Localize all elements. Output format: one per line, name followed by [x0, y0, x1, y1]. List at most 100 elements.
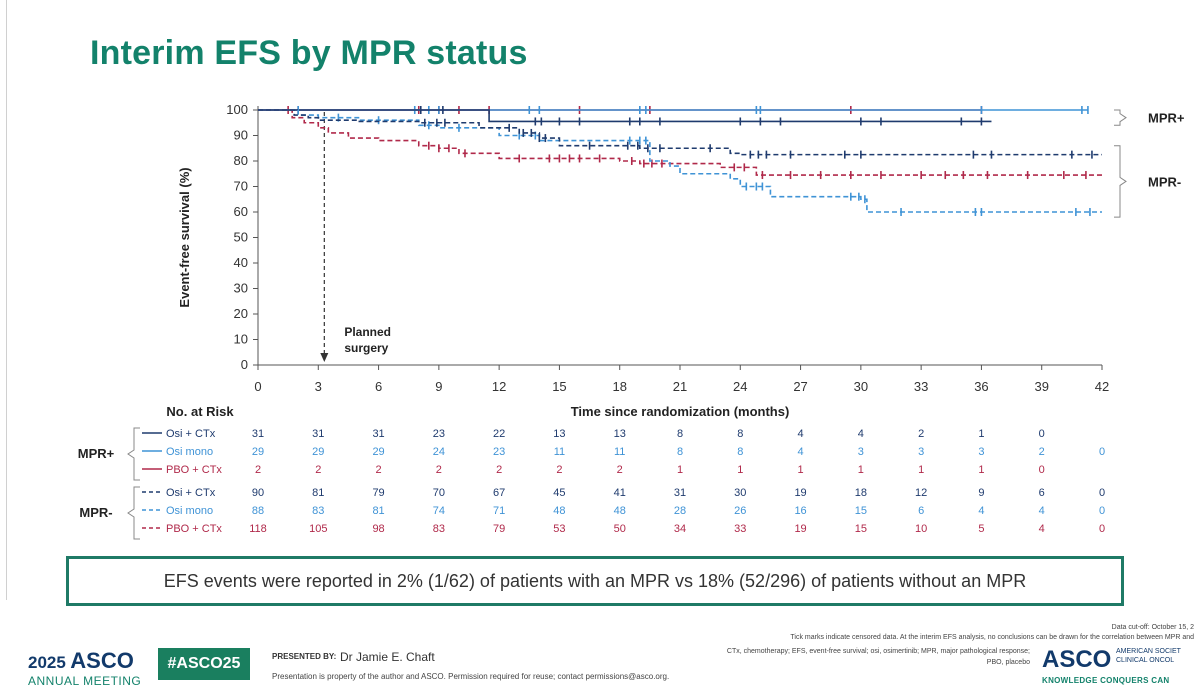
x-tick-label: 6	[375, 379, 382, 394]
risk-mpr-minus-brace	[127, 486, 140, 540]
risk-count: 98	[372, 523, 384, 535]
risk-mpr-plus-brace	[127, 427, 140, 481]
risk-count: 3	[858, 446, 864, 458]
x-tick-label: 9	[435, 379, 442, 394]
risk-count: 6	[918, 505, 924, 517]
risk-count: 9	[978, 487, 984, 499]
risk-count: 29	[312, 446, 324, 458]
mpr-minus-label: MPR-	[1148, 174, 1181, 189]
y-tick-label: 10	[234, 332, 248, 347]
risk-count: 15	[855, 523, 867, 535]
y-tick-label: 100	[226, 102, 248, 117]
asco-logo-subtitle: AMERICAN SOCIET CLINICAL ONCOL	[1116, 647, 1181, 665]
risk-count: 1	[978, 464, 984, 476]
annotation-line-1: Planned	[344, 325, 391, 339]
risk-count: 26	[734, 505, 746, 517]
risk-row: Osi mono 29 29 29 24 23 11 11 8 8 4 3 3 3 2 0	[142, 446, 1105, 458]
x-tick-label: 33	[914, 379, 928, 394]
tick-note: Tick marks indicate censored data. At th…	[790, 634, 1194, 641]
risk-count: 8	[737, 428, 743, 440]
y-tick-label: 20	[234, 306, 248, 321]
risk-count: 83	[433, 523, 445, 535]
risk-count: 15	[855, 505, 867, 517]
y-tick-label: 80	[234, 153, 248, 168]
hashtag-badge: #ASCO25	[158, 648, 250, 680]
risk-count: 23	[433, 428, 445, 440]
risk-count: 67	[493, 487, 505, 499]
planned-surgery-arrow	[320, 353, 329, 362]
risk-row: Osi + CTx 31 31 31 23 22 13 13 8 8 4 4 2 1 0	[142, 428, 1045, 440]
risk-count: 1	[677, 464, 683, 476]
risk-count: 1	[798, 464, 804, 476]
risk-count: 31	[674, 487, 686, 499]
risk-row: Osi + CTx 90 81 79 70 67 45 41 31 30 19 18 12 9 6 0	[142, 487, 1105, 499]
risk-count: 16	[794, 505, 806, 517]
x-tick-label: 21	[673, 379, 687, 394]
mpr-plus-label: MPR+	[1148, 111, 1185, 126]
risk-count: 79	[372, 487, 384, 499]
risk-count: 1	[978, 428, 984, 440]
risk-count: 0	[1099, 446, 1105, 458]
risk-count: 88	[252, 505, 264, 517]
risk-count: 83	[312, 505, 324, 517]
risk-count: 22	[493, 428, 505, 440]
risk-count: 45	[553, 487, 565, 499]
x-tick-label: 15	[552, 379, 566, 394]
risk-row: Osi mono 88 83 81 74 71 48 48 28 26 16 15 6 4 4 0	[142, 505, 1105, 517]
risk-count: 8	[677, 446, 683, 458]
x-tick-label: 24	[733, 379, 747, 394]
presented-by-label: PRESENTED BY:	[272, 652, 337, 661]
y-tick-label: 70	[234, 179, 248, 194]
y-tick-label: 0	[241, 357, 248, 372]
x-tick-label: 27	[793, 379, 807, 394]
km-curve-MPRminus-osi-mono	[258, 109, 1102, 213]
logo-annual-meeting: ANNUAL MEETING	[28, 674, 142, 688]
risk-count: 0	[1099, 505, 1105, 517]
risk-count: 50	[614, 523, 626, 535]
risk-count: 8	[737, 446, 743, 458]
risk-row-label: Osi + CTx	[166, 487, 216, 499]
risk-count: 4	[1039, 505, 1045, 517]
asco-annual-meeting-logo: 2025 ASCO ANNUAL MEETING	[28, 648, 141, 688]
risk-count: 71	[493, 505, 505, 517]
x-tick-label: 36	[974, 379, 988, 394]
risk-mpr-minus-label: MPR-	[79, 505, 112, 520]
risk-count: 31	[372, 428, 384, 440]
slide-title: Interim EFS by MPR status	[90, 34, 528, 72]
x-tick-label: 18	[612, 379, 626, 394]
risk-count: 70	[433, 487, 445, 499]
slide-left-border	[6, 0, 7, 600]
risk-row: PBO + CTx 2 2 2 2 2 2 2 1 1 1 1 1 1 0	[142, 464, 1045, 476]
risk-row: PBO + CTx 118 105 98 83 79 53 50 34 33 19 15 10 5 4 0	[142, 523, 1105, 535]
logo-asco: ASCO	[70, 648, 134, 673]
risk-row-label: Osi mono	[166, 446, 213, 458]
asco-sub-line-1: AMERICAN SOCIET	[1116, 648, 1181, 655]
property-notice: Presentation is property of the author a…	[272, 672, 670, 681]
x-tick-label: 39	[1034, 379, 1048, 394]
risk-count: 29	[372, 446, 384, 458]
asco-logo: ASCO	[1042, 646, 1112, 673]
risk-count: 29	[252, 446, 264, 458]
x-axis-title: Time since randomization (months)	[571, 404, 790, 419]
risk-count: 12	[915, 487, 927, 499]
y-tick-label: 40	[234, 255, 248, 270]
risk-count: 11	[614, 446, 625, 458]
x-tick-label: 3	[315, 379, 322, 394]
risk-count: 4	[1039, 523, 1045, 535]
mpr-minus-bracket	[1114, 145, 1127, 218]
risk-count: 19	[794, 523, 806, 535]
risk-count: 6	[1039, 487, 1045, 499]
callout-text: EFS events were reported in 2% (1/62) of…	[163, 570, 1027, 591]
risk-count: 4	[858, 428, 864, 440]
risk-row-label: Osi mono	[166, 505, 213, 517]
risk-count: 0	[1099, 523, 1105, 535]
risk-count: 2	[315, 464, 321, 476]
risk-count: 2	[617, 464, 623, 476]
risk-count: 2	[918, 428, 924, 440]
y-axis-title: Event-free survival (%)	[177, 167, 192, 307]
y-tick-label: 50	[234, 230, 248, 245]
risk-count: 4	[798, 446, 804, 458]
risk-count: 28	[674, 505, 686, 517]
risk-count: 0	[1099, 487, 1105, 499]
risk-count: 23	[493, 446, 505, 458]
